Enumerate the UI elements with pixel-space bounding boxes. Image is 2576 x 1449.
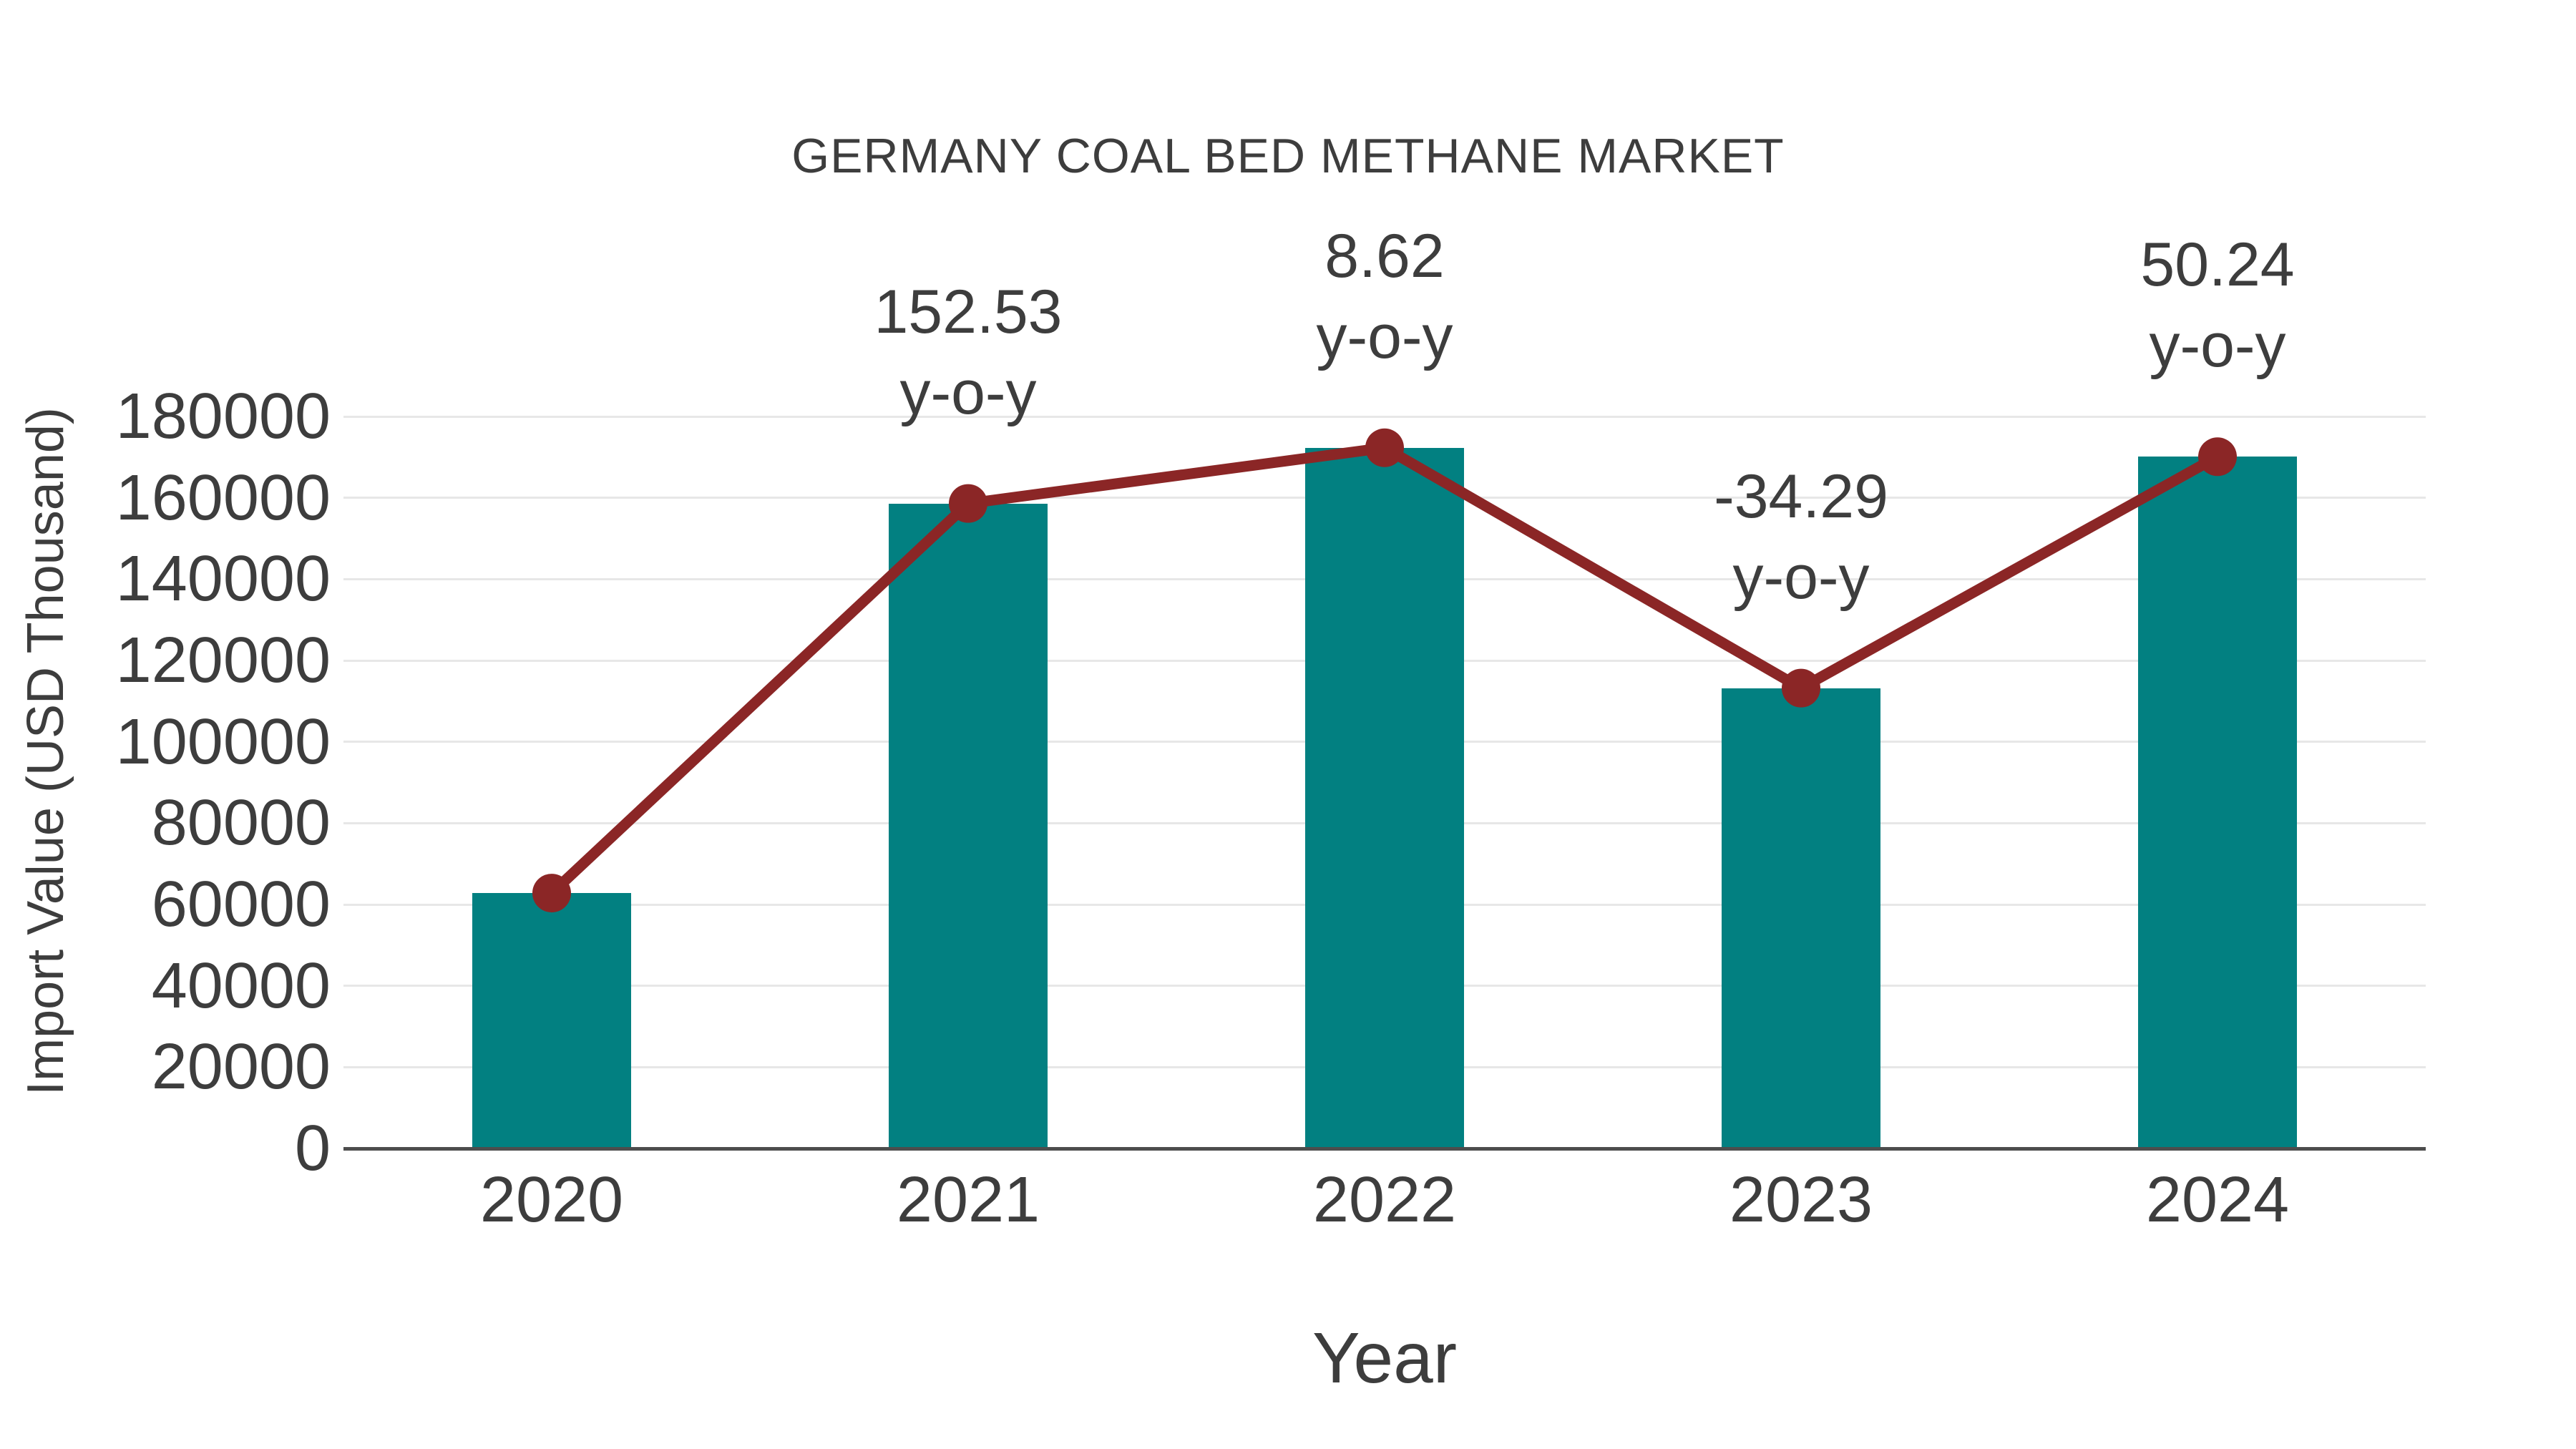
gridline (343, 415, 2426, 418)
y-tick-label: 80000 (151, 787, 331, 859)
bar-2024 (2138, 457, 2297, 1148)
y-tick-label: 140000 (115, 543, 331, 615)
annotation-yoy-2022: y-o-y (1316, 302, 1453, 371)
trend-marker-2020 (532, 874, 571, 913)
annotation-value-2021: 152.53 (874, 277, 1063, 346)
x-tick-label-2020: 2020 (479, 1164, 624, 1236)
annotation-value-2023: -34.29 (1714, 462, 1888, 531)
trend-line (547, 441, 2220, 897)
y-tick-label: 60000 (151, 869, 331, 940)
annotation-yoy-2023: y-o-y (1732, 542, 1870, 612)
trend-marker-2024 (2198, 437, 2237, 477)
bar-2020 (472, 893, 631, 1148)
bar-2021 (889, 503, 1048, 1148)
x-axis-line (343, 1147, 2426, 1151)
y-tick-label: 40000 (151, 950, 331, 1022)
bar-2022 (1305, 447, 1464, 1148)
trend-marker-2021 (949, 484, 987, 523)
x-axis-title: Year (1312, 1318, 1458, 1398)
y-tick-label: 160000 (115, 462, 331, 534)
y-tick-label: 180000 (115, 381, 331, 452)
x-tick-label-2021: 2021 (896, 1164, 1040, 1236)
annotation-value-2024: 50.24 (2140, 230, 2295, 300)
chart-title: GERMANY COAL BED METHANE MARKET (791, 129, 1785, 183)
y-tick-label: 120000 (115, 625, 331, 696)
trend-marker-2022 (1365, 428, 1404, 467)
annotation-value-2022: 8.62 (1324, 221, 1445, 291)
bar-2023 (1722, 688, 1880, 1148)
x-tick-label-2023: 2023 (1729, 1164, 1873, 1236)
y-tick-label: 0 (294, 1113, 331, 1184)
y-tick-label: 20000 (151, 1031, 331, 1103)
x-tick-label-2022: 2022 (1312, 1164, 1457, 1236)
x-tick-label-2024: 2024 (2145, 1164, 2290, 1236)
annotation-yoy-2024: y-o-y (2149, 311, 2286, 381)
y-tick-label: 100000 (115, 706, 331, 778)
trend-marker-2023 (1782, 668, 1820, 708)
annotation-yoy-2021: y-o-y (899, 358, 1037, 427)
